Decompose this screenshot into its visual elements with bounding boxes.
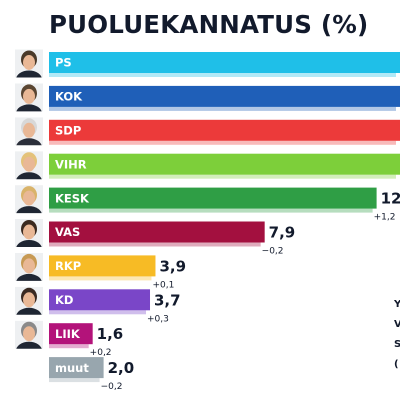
- change-label-vas: −0,2: [262, 247, 284, 257]
- bar-sdp: [49, 119, 400, 141]
- bar-label-vas: VAS: [55, 225, 80, 239]
- bar-shadow-rkp: [49, 276, 152, 281]
- change-label-liik: +0,2: [90, 348, 112, 358]
- side-note-text: (: [394, 359, 399, 370]
- politician-portrait: [15, 320, 43, 349]
- bar-shadow-kesk: [49, 208, 373, 213]
- bar-shadow-liik: [49, 344, 89, 349]
- bar-label-rkp: RKP: [55, 259, 81, 273]
- bar-ps: [49, 52, 400, 73]
- side-note-text: S: [394, 339, 400, 350]
- value-label-liik: 1,6: [97, 325, 124, 343]
- bar-liik: [49, 323, 93, 345]
- bar-shadow-vihr: [49, 174, 396, 179]
- politician-portrait: [15, 286, 43, 315]
- bar-shadow-muut: [49, 378, 100, 383]
- bar-vas: [49, 221, 265, 243]
- bar-label-kd: KD: [55, 293, 73, 307]
- politician-portrait: [15, 219, 43, 247]
- bar-label-kesk: KESK: [55, 191, 90, 205]
- value-label-muut: 2,0: [108, 359, 135, 377]
- change-label-kd: +0,3: [147, 314, 169, 324]
- bar-label-liik: LIIK: [55, 327, 81, 341]
- bar-label-muut: muut: [55, 361, 89, 375]
- bar-shadow-ps: [49, 73, 396, 77]
- politician-portrait: [15, 117, 43, 146]
- change-label-kesk: +1,2: [374, 213, 396, 223]
- politician-portrait: [15, 83, 43, 112]
- bar-label-sdp: SDP: [55, 124, 81, 138]
- politician-portrait: [15, 151, 43, 180]
- bar-label-ps: PS: [55, 56, 72, 70]
- bar-shadow-kd: [49, 310, 147, 315]
- bar-label-vihr: VIHR: [55, 157, 87, 171]
- bar-kd: [49, 289, 151, 311]
- bar-kesk: [49, 187, 377, 209]
- value-label-vas: 7,9: [269, 224, 296, 242]
- bar-shadow-sdp: [49, 140, 396, 145]
- bar-shadow-vas: [49, 242, 261, 247]
- politician-portrait: [15, 185, 43, 214]
- value-label-kesk: 12: [381, 190, 400, 208]
- change-label-muut: −0,2: [101, 382, 123, 392]
- bar-label-kok: KOK: [55, 90, 83, 104]
- value-label-rkp: 3,9: [159, 257, 186, 275]
- politician-portrait: [15, 252, 43, 281]
- bar-rkp: [49, 255, 156, 277]
- bar-vihr: [49, 153, 400, 175]
- side-note-text: V: [394, 319, 400, 330]
- bar-shadow-kok: [49, 106, 396, 111]
- value-label-kd: 3,7: [154, 291, 181, 309]
- side-note-text: Y: [393, 299, 400, 310]
- politician-portrait: [15, 49, 43, 78]
- bar-muut: [49, 357, 104, 379]
- change-label-rkp: +0,1: [152, 280, 174, 290]
- chart-title: PUOLUEKANNATUS (%): [49, 10, 369, 39]
- bar-kok: [49, 85, 400, 107]
